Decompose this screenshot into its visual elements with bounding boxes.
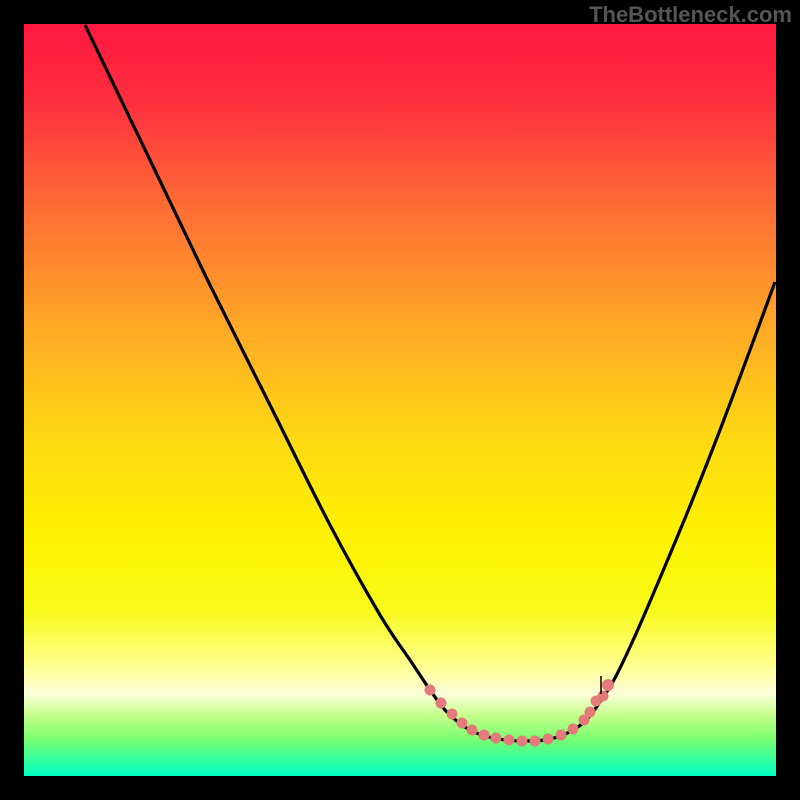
marker-dot — [556, 730, 567, 741]
marker-dot — [436, 698, 447, 709]
watermark-text: TheBottleneck.com — [589, 2, 792, 28]
marker-dot — [457, 718, 468, 729]
marker-dot — [517, 736, 528, 747]
marker-dot — [598, 691, 609, 702]
marker-dot — [504, 735, 515, 746]
marker-dot — [602, 679, 614, 691]
marker-dot — [491, 733, 502, 744]
marker-dot — [568, 724, 579, 735]
marker-dot — [530, 736, 541, 747]
bottleneck-chart — [0, 0, 800, 800]
gradient-background — [24, 24, 776, 776]
marker-dot — [425, 685, 436, 696]
marker-dot — [467, 725, 478, 736]
marker-dot — [585, 707, 596, 718]
marker-dot — [543, 734, 554, 745]
marker-dot — [479, 730, 490, 741]
marker-dot — [447, 709, 458, 720]
chart-container: TheBottleneck.com — [0, 0, 800, 800]
